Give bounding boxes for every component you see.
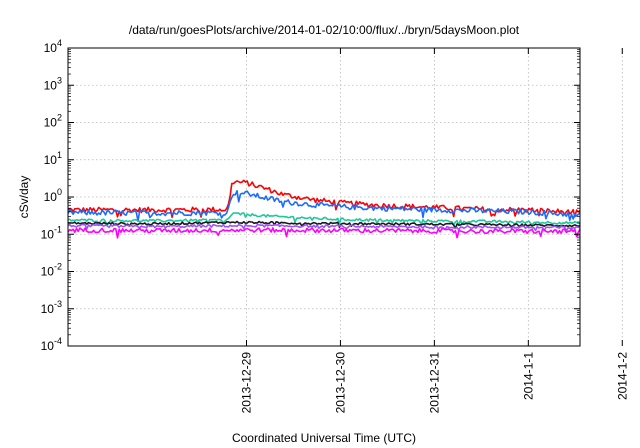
series-line	[67, 227, 581, 239]
y-tick-label: 102	[44, 113, 62, 130]
series-line	[68, 220, 581, 229]
y-ticks: 10-4 10-3 10-2 10-1 100 101 102 103 104	[41, 38, 580, 353]
plot-area	[67, 179, 581, 239]
y-tick-label: 104	[44, 38, 62, 55]
y-tick-label: 10-2	[41, 262, 62, 279]
series-line	[67, 223, 581, 232]
grid	[68, 48, 623, 346]
x-tick-label: 2014-1-2	[615, 352, 629, 400]
y-tick-label: 103	[44, 75, 62, 92]
y-tick-label: 100	[44, 187, 62, 204]
x-tick-label: 2014-1-1	[521, 352, 535, 400]
x-tick-label: 2013-12-29	[239, 352, 253, 414]
series-line	[67, 190, 581, 222]
y-axis-label: cSv/day	[17, 176, 31, 219]
y-tick-label: 10-3	[41, 299, 62, 316]
x-tick-label: 2013-12-31	[427, 352, 441, 414]
y-tick-label: 10-4	[41, 336, 62, 353]
y-tick-label: 101	[44, 150, 62, 167]
series-line	[67, 179, 581, 219]
y-tick-label: 10-1	[41, 224, 62, 241]
x-axis-label: Coordinated Universal Time (UTC)	[232, 431, 416, 445]
x-ticks: 2013-12-29 2013-12-30 2013-12-31 2014-1-1 20…	[239, 48, 629, 413]
x-tick-label: 2013-12-30	[333, 352, 347, 414]
series-line	[67, 212, 581, 227]
chart-title: /data/run/goesPlots/archive/2014-01-02/1…	[129, 23, 520, 37]
plot-frame	[67, 47, 581, 347]
